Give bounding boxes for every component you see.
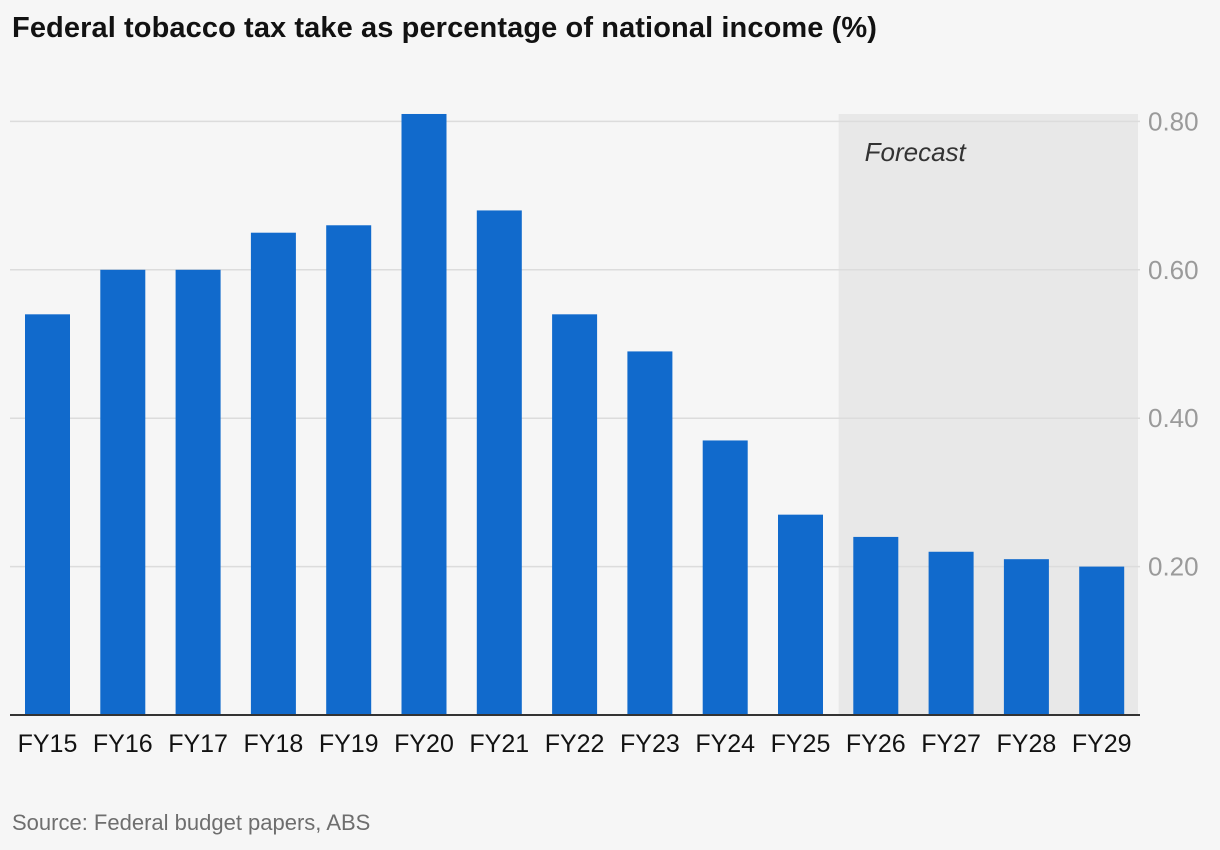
x-tick-label: FY20: [394, 730, 454, 758]
x-tick-label: FY15: [18, 730, 78, 758]
bar: [928, 551, 974, 715]
bar: [476, 210, 522, 715]
y-tick-label: 0.40: [1148, 403, 1199, 433]
bar: [702, 440, 748, 715]
y-tick-label: 0.80: [1148, 106, 1199, 136]
bar-chart: Forecast 0.20 0.40 0.60 0.80 FY15 FY16 FY17 FY18…: [10, 106, 1199, 758]
x-tick-label: FY23: [620, 730, 680, 758]
bar: [326, 225, 372, 715]
chart-title: Federal tobacco tax take as percentage o…: [12, 12, 878, 44]
x-tick-label: FY22: [545, 730, 605, 758]
x-tick-label: FY29: [1072, 730, 1132, 758]
bar: [250, 232, 296, 715]
bar: [100, 269, 146, 715]
x-tick-label: FY25: [771, 730, 831, 758]
source-note: Source: Federal budget papers, ABS: [12, 810, 371, 835]
y-tick-label: 0.20: [1148, 552, 1199, 582]
bar: [778, 514, 823, 715]
x-tick-label: FY19: [319, 730, 379, 758]
x-tick-label: FY16: [93, 730, 153, 758]
x-tick-label: FY18: [244, 730, 304, 758]
bar-layer: [25, 113, 1125, 716]
x-tick-label: FY21: [469, 730, 529, 758]
x-tick-label: FY17: [168, 730, 228, 758]
bar: [627, 351, 673, 715]
x-tick-label: FY24: [695, 730, 755, 758]
y-tick-label: 0.60: [1148, 255, 1199, 285]
label-layer: Forecast 0.20 0.40 0.60 0.80 FY15 FY16 FY17 FY18…: [18, 106, 1199, 758]
bar: [25, 314, 70, 715]
bar: [1003, 559, 1049, 715]
forecast-label: Forecast: [865, 137, 968, 167]
bar: [853, 536, 899, 715]
x-tick-label: FY28: [997, 730, 1057, 758]
x-tick-label: FY26: [846, 730, 906, 758]
bar: [552, 314, 598, 715]
bar: [1079, 566, 1125, 715]
bar: [401, 113, 447, 716]
x-tick-label: FY27: [921, 730, 981, 758]
bar: [175, 269, 221, 715]
